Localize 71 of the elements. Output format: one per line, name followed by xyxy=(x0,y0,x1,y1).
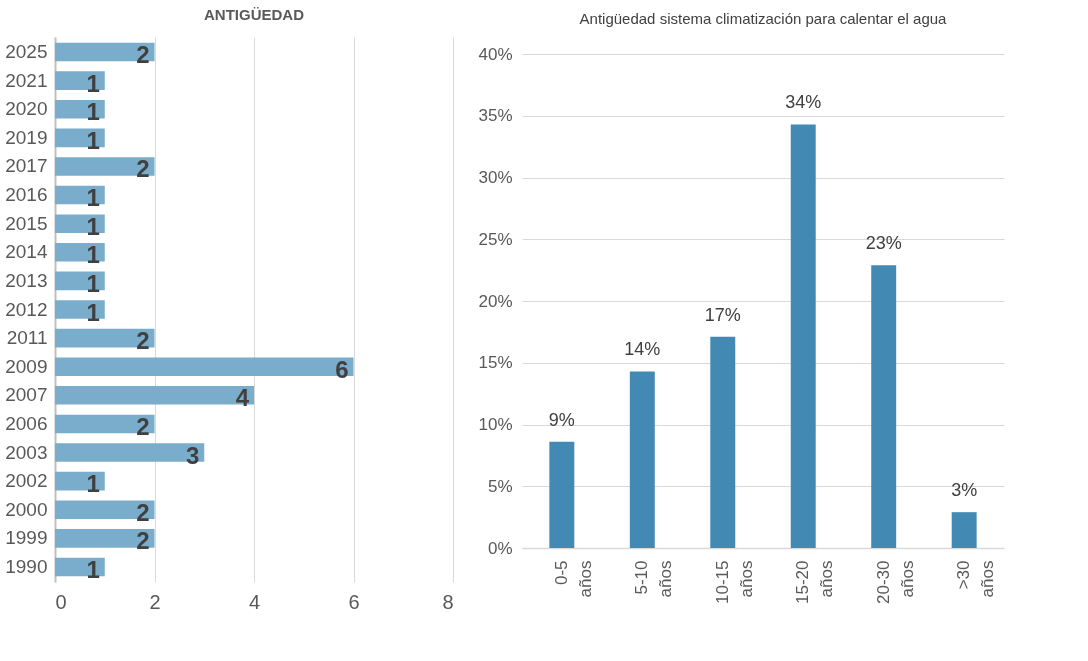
y-tick-label: 2007 xyxy=(5,384,48,406)
data-label: 1 xyxy=(86,555,100,583)
y-tick-label: 2016 xyxy=(5,184,48,206)
data-label: 34% xyxy=(785,92,822,113)
y-tick-label: 1999 xyxy=(5,527,48,549)
y-tick-label: 35% xyxy=(478,106,513,126)
bar xyxy=(629,371,655,548)
data-label: 23% xyxy=(865,233,902,254)
data-label: 2 xyxy=(136,412,150,440)
data-label: 4 xyxy=(235,384,250,412)
y-tick-label: 2000 xyxy=(5,498,48,520)
bar xyxy=(790,124,816,548)
data-label: 3% xyxy=(951,480,978,501)
data-label: 1 xyxy=(86,212,100,240)
x-tick-label: 5-10 años xyxy=(632,560,676,598)
y-tick-label: 2013 xyxy=(5,269,48,291)
y-tick-label: 25% xyxy=(478,229,513,249)
data-label: 1 xyxy=(86,470,100,498)
data-label: 2 xyxy=(136,498,150,526)
data-label: 2 xyxy=(136,527,150,555)
bar xyxy=(710,336,736,548)
data-label: 1 xyxy=(86,298,100,326)
y-tick-label: 30% xyxy=(478,168,513,187)
y-tick-label: 2003 xyxy=(5,441,48,463)
data-label: 17% xyxy=(704,304,741,325)
data-label: 6 xyxy=(335,355,349,383)
x-tick-label: 20-30 años xyxy=(873,560,917,604)
y-tick-label: 2015 xyxy=(5,212,48,234)
y-tick-label: 15% xyxy=(478,353,513,373)
x-tick-label: 10-15 años xyxy=(712,560,756,604)
y-tick-label: 2002 xyxy=(5,470,48,492)
data-label: 1 xyxy=(86,98,100,126)
data-label: 2 xyxy=(136,327,150,355)
x-tick-label: 8 xyxy=(442,590,454,613)
chart-title: Antigüedad sistema climatización para calentar el agua xyxy=(579,10,948,27)
y-tick-label: 2021 xyxy=(5,69,48,91)
x-tick-label: 4 xyxy=(248,590,261,613)
x-tick-label: 0 xyxy=(55,590,67,613)
x-tick-label: 6 xyxy=(348,590,360,613)
data-label: 1 xyxy=(86,126,100,154)
y-tick-label: 20% xyxy=(478,291,513,311)
y-tick-label: 5% xyxy=(487,476,513,496)
x-tick-label: 2 xyxy=(149,590,161,613)
x-tick-label: 15-20 años xyxy=(793,560,837,604)
y-tick-label: 2025 xyxy=(5,41,48,63)
y-tick-label: 2011 xyxy=(6,327,48,349)
bar xyxy=(951,512,977,548)
y-tick-label: 1990 xyxy=(5,555,48,577)
data-label: 1 xyxy=(86,241,100,269)
x-tick-label: >30 años xyxy=(954,560,998,598)
y-tick-label: 2020 xyxy=(5,98,48,120)
data-label: 1 xyxy=(86,69,100,97)
y-tick-label: 2009 xyxy=(5,355,48,377)
data-label: 1 xyxy=(86,269,100,297)
data-label: 2 xyxy=(136,41,150,69)
x-tick-label: 0-5 años xyxy=(551,560,595,598)
y-tick-label: 2017 xyxy=(5,155,48,177)
data-label: 2 xyxy=(136,155,150,183)
y-tick-label: 0% xyxy=(487,538,513,558)
y-tick-label: 2014 xyxy=(5,241,48,263)
y-tick-label: 10% xyxy=(478,415,513,434)
y-tick-label: 2012 xyxy=(5,298,48,320)
bar xyxy=(871,265,897,548)
data-label: 3 xyxy=(185,441,200,469)
y-tick-label: 2019 xyxy=(5,126,48,148)
y-tick-label: 2006 xyxy=(5,412,48,434)
chart-title: ANTIGÜEDAD xyxy=(204,6,305,23)
data-label: 14% xyxy=(624,339,661,360)
bar xyxy=(549,441,575,548)
y-tick-label: 40% xyxy=(478,44,513,64)
data-label: 9% xyxy=(548,409,575,430)
